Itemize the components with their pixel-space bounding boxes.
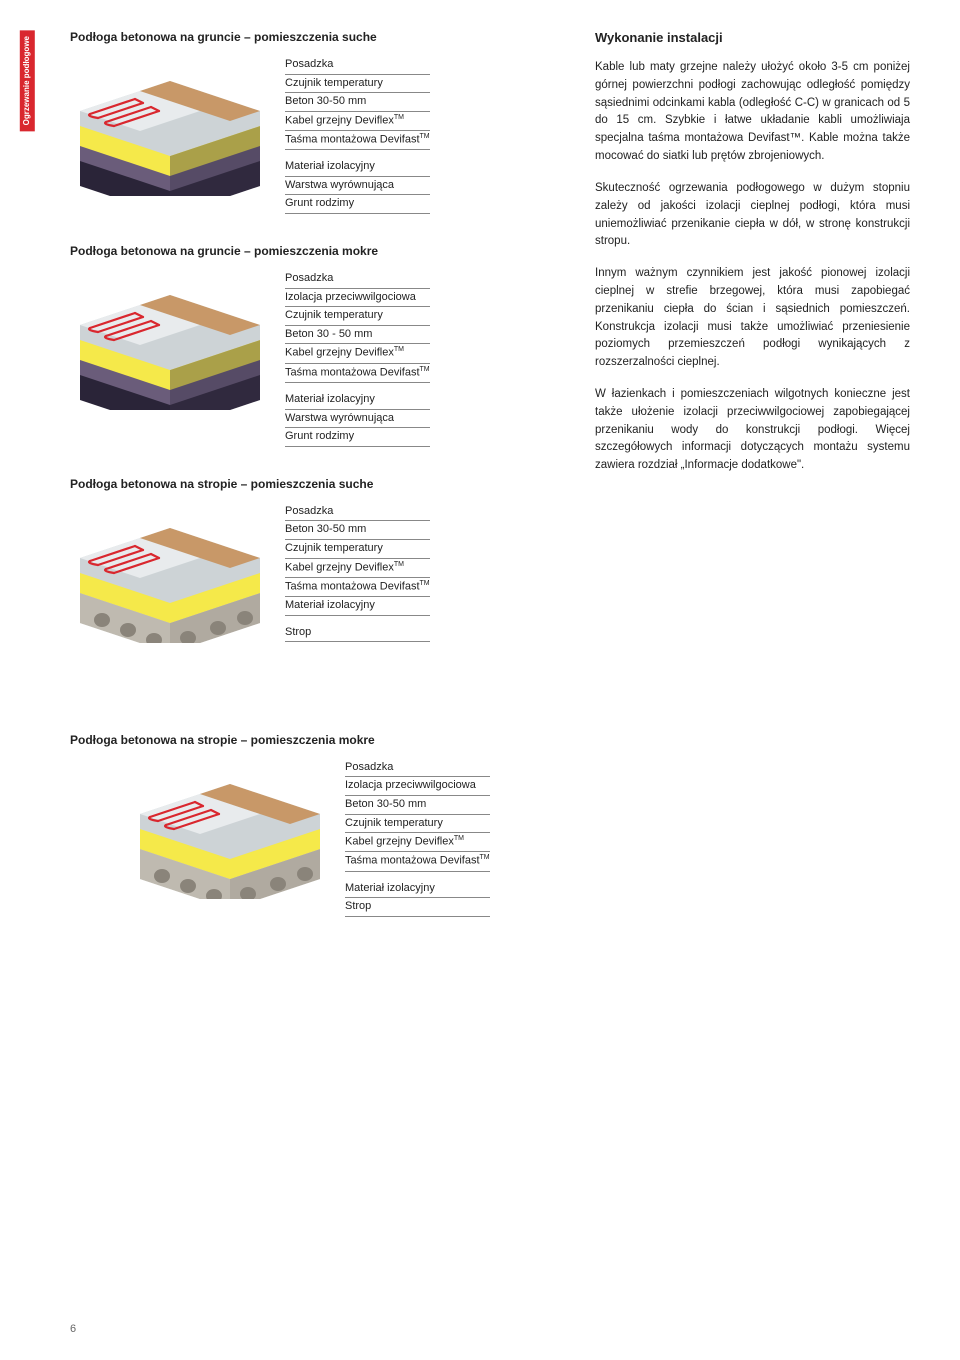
layer-separator bbox=[285, 641, 430, 642]
layer-label: Czujnik temperatury bbox=[345, 815, 490, 833]
diagram-2: PosadzkaIzolacja przeciwwilgociowaCzujni… bbox=[70, 270, 570, 447]
diagram-2-image bbox=[70, 270, 270, 410]
layer-label: Kabel grzejny DeviflexTM bbox=[285, 112, 430, 130]
layer-label: Warstwa wyrównująca bbox=[285, 410, 430, 428]
layer-label: Kabel grzejny DeviflexTM bbox=[285, 344, 430, 362]
section-2-title: Podłoga betonowa na gruncie – pomieszcze… bbox=[70, 244, 570, 258]
right-column: Wykonanie instalacji Kable lub maty grze… bbox=[595, 30, 910, 673]
layer-label: Strop bbox=[345, 898, 490, 916]
layer-label: Posadzka bbox=[285, 56, 430, 74]
layer-label: Strop bbox=[285, 624, 430, 642]
side-tab-text-1: Ogrzewanie bbox=[22, 80, 31, 125]
layer-separator bbox=[345, 916, 490, 917]
layer-label: Czujnik temperatury bbox=[285, 540, 430, 558]
layers-3: PosadzkaBeton 30-50 mmCzujnik temperatur… bbox=[285, 503, 430, 642]
diagram-1-image bbox=[70, 56, 270, 196]
layer-label: Posadzka bbox=[285, 503, 430, 521]
layer-label: Izolacja przeciwwilgociowa bbox=[285, 289, 430, 307]
layer-label: Posadzka bbox=[345, 759, 490, 777]
page-content: Podłoga betonowa na gruncie – pomieszcze… bbox=[0, 0, 960, 977]
layer-label: Beton 30-50 mm bbox=[345, 796, 490, 814]
layer-label: Materiał izolacyjny bbox=[345, 880, 490, 898]
layer-label: Czujnik temperatury bbox=[285, 75, 430, 93]
diagram-4-image bbox=[130, 759, 330, 899]
right-title: Wykonanie instalacji bbox=[595, 30, 910, 45]
layer-gap bbox=[285, 150, 430, 158]
section-4-title: Podłoga betonowa na stropie – pomieszcze… bbox=[70, 733, 910, 747]
layer-label: Taśma montażowa DevifastTM bbox=[285, 364, 430, 382]
layer-gap bbox=[285, 383, 430, 391]
layer-separator bbox=[285, 213, 430, 214]
diagram-3: PosadzkaBeton 30-50 mmCzujnik temperatur… bbox=[70, 503, 570, 643]
layers-2: PosadzkaIzolacja przeciwwilgociowaCzujni… bbox=[285, 270, 430, 447]
layer-label: Kabel grzejny DeviflexTM bbox=[345, 833, 490, 851]
layer-label: Materiał izolacyjny bbox=[285, 158, 430, 176]
section-4-wrap: Podłoga betonowa na stropie – pomieszcze… bbox=[70, 733, 910, 917]
layer-label: Kabel grzejny DeviflexTM bbox=[285, 559, 430, 577]
page-number: 6 bbox=[70, 1323, 76, 1335]
layer-label: Posadzka bbox=[285, 270, 430, 288]
diagram-4: PosadzkaIzolacja przeciwwilgociowaBeton … bbox=[130, 759, 910, 917]
layer-label: Izolacja przeciwwilgociowa bbox=[345, 777, 490, 795]
para-3: Innym ważnym czynnikiem jest jakość pion… bbox=[595, 265, 910, 372]
layer-label: Materiał izolacyjny bbox=[285, 597, 430, 615]
layer-label: Czujnik temperatury bbox=[285, 307, 430, 325]
layers-1: PosadzkaCzujnik temperaturyBeton 30-50 m… bbox=[285, 56, 430, 214]
layer-label: Taśma montażowa DevifastTM bbox=[285, 131, 430, 149]
para-1: Kable lub maty grzejne należy ułożyć oko… bbox=[595, 59, 910, 166]
left-column: Podłoga betonowa na gruncie – pomieszcze… bbox=[70, 30, 570, 673]
layers-4: PosadzkaIzolacja przeciwwilgociowaBeton … bbox=[345, 759, 490, 917]
layer-label: Warstwa wyrównująca bbox=[285, 177, 430, 195]
side-tab: Ogrzewanie podłogowe bbox=[20, 30, 35, 131]
layer-label: Materiał izolacyjny bbox=[285, 391, 430, 409]
diagram-1: PosadzkaCzujnik temperaturyBeton 30-50 m… bbox=[70, 56, 570, 214]
layer-separator bbox=[285, 446, 430, 447]
section-1-title: Podłoga betonowa na gruncie – pomieszcze… bbox=[70, 30, 570, 44]
section-3-title: Podłoga betonowa na stropie – pomieszcze… bbox=[70, 477, 570, 491]
layer-label: Taśma montażowa DevifastTM bbox=[345, 852, 490, 870]
layer-label: Beton 30-50 mm bbox=[285, 521, 430, 539]
para-2: Skuteczność ogrzewania podłogowego w duż… bbox=[595, 180, 910, 251]
layer-label: Grunt rodzimy bbox=[285, 428, 430, 446]
layer-gap bbox=[345, 872, 490, 880]
layer-label: Taśma montażowa DevifastTM bbox=[285, 578, 430, 596]
para-4: W łazienkach i pomieszczeniach wilgotnyc… bbox=[595, 386, 910, 475]
layer-gap bbox=[285, 616, 430, 624]
diagram-3-image bbox=[70, 503, 270, 643]
layer-label: Beton 30-50 mm bbox=[285, 93, 430, 111]
top-row: Podłoga betonowa na gruncie – pomieszcze… bbox=[70, 30, 910, 673]
layer-label: Grunt rodzimy bbox=[285, 195, 430, 213]
layer-label: Beton 30 - 50 mm bbox=[285, 326, 430, 344]
side-tab-text-2: podłogowe bbox=[22, 36, 31, 78]
